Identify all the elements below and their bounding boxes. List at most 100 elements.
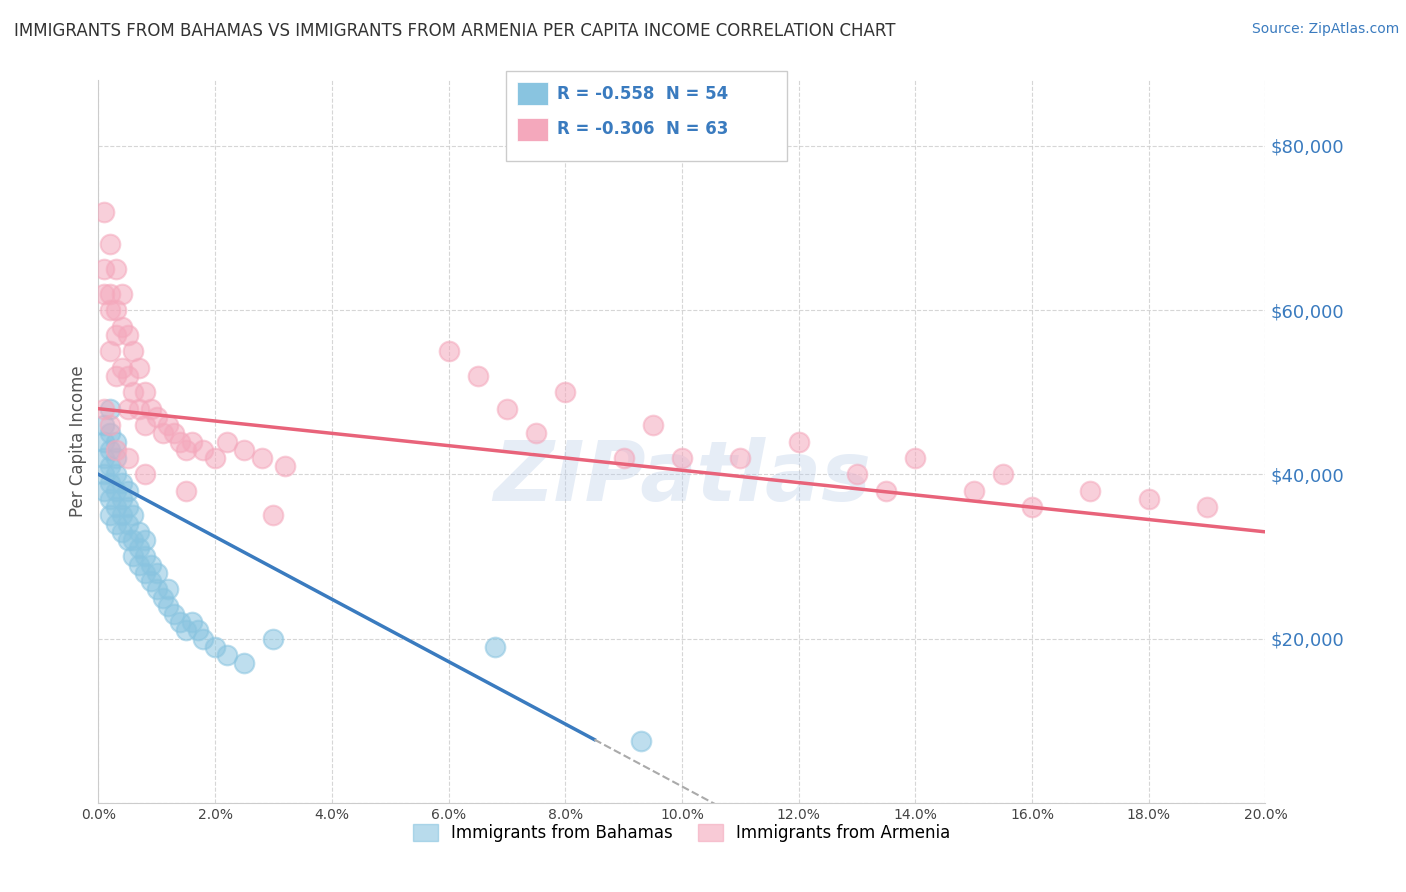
Point (1021, 500, 1043, 515)
Point (233, 442, 256, 457)
Point (174, 483, 197, 498)
Point (157, 418, 180, 433)
Point (98, 286, 121, 301)
Point (233, 657, 256, 671)
Point (146, 409, 169, 424)
Point (111, 491, 134, 506)
Point (991, 467, 1014, 482)
Legend: Immigrants from Bahamas, Immigrants from Armenia: Immigrants from Bahamas, Immigrants from… (406, 817, 957, 848)
Point (157, 582, 180, 597)
Point (641, 418, 664, 433)
Point (122, 385, 145, 400)
Point (104, 483, 127, 498)
Point (104, 442, 127, 457)
Point (524, 426, 547, 441)
Point (117, 516, 139, 531)
Point (111, 286, 134, 301)
Point (93, 467, 115, 482)
Point (467, 368, 489, 383)
Point (128, 558, 150, 572)
Point (174, 624, 197, 638)
Point (104, 434, 127, 449)
Text: IMMIGRANTS FROM BAHAMAS VS IMMIGRANTS FROM ARMENIA PER CAPITA INCOME CORRELATION: IMMIGRANTS FROM BAHAMAS VS IMMIGRANTS FR… (14, 22, 896, 40)
Point (180, 434, 202, 449)
Point (111, 360, 134, 375)
Point (163, 607, 186, 621)
Point (496, 401, 519, 416)
Point (104, 500, 127, 515)
Point (1137, 491, 1160, 506)
Point (274, 459, 297, 474)
Point (730, 450, 752, 465)
Point (215, 434, 238, 449)
Point (128, 401, 150, 416)
Point (111, 475, 134, 490)
Point (157, 599, 180, 613)
Point (134, 549, 156, 564)
Point (630, 734, 652, 748)
Point (104, 327, 127, 342)
Point (1195, 500, 1218, 515)
Y-axis label: Per Capita Income: Per Capita Income (69, 366, 87, 517)
Point (193, 442, 215, 457)
Point (250, 450, 273, 465)
Point (187, 624, 209, 638)
Point (962, 483, 984, 498)
Point (98, 442, 121, 457)
Point (104, 467, 127, 482)
Point (1080, 483, 1102, 498)
Point (111, 319, 134, 334)
Point (204, 640, 226, 654)
Point (93, 434, 115, 449)
Text: R = -0.306  N = 63: R = -0.306 N = 63 (557, 120, 728, 138)
Point (93, 483, 115, 498)
Point (104, 262, 127, 277)
Point (262, 632, 284, 646)
Point (98, 303, 121, 318)
Text: R = -0.558  N = 54: R = -0.558 N = 54 (557, 85, 728, 103)
Point (128, 360, 150, 375)
Point (111, 508, 134, 523)
Point (104, 303, 127, 318)
Point (484, 640, 506, 654)
Point (93, 204, 115, 219)
Point (193, 632, 215, 646)
Point (875, 483, 897, 498)
Point (437, 344, 460, 359)
Point (554, 385, 576, 400)
Point (146, 566, 169, 580)
Point (98, 401, 121, 416)
Point (139, 558, 162, 572)
Point (169, 434, 191, 449)
Text: ZIPatlas: ZIPatlas (494, 437, 870, 518)
Point (146, 582, 169, 597)
Point (134, 566, 156, 580)
Point (180, 615, 202, 630)
Text: Source: ZipAtlas.com: Source: ZipAtlas.com (1251, 22, 1399, 37)
Point (174, 442, 197, 457)
Point (204, 450, 226, 465)
Point (98, 475, 121, 490)
Point (98, 237, 121, 252)
Point (904, 450, 927, 465)
Point (98, 426, 121, 441)
Point (128, 524, 150, 539)
Point (169, 615, 191, 630)
Point (98, 491, 121, 506)
Point (93, 450, 115, 465)
Point (134, 467, 156, 482)
Point (787, 434, 810, 449)
Point (139, 401, 162, 416)
Point (98, 418, 121, 433)
Point (117, 368, 139, 383)
Point (671, 450, 693, 465)
Point (139, 574, 162, 588)
Point (846, 467, 869, 482)
Point (117, 450, 139, 465)
Point (98, 508, 121, 523)
Point (128, 541, 150, 556)
Point (93, 418, 115, 433)
Point (122, 344, 145, 359)
Point (122, 549, 145, 564)
Point (93, 262, 115, 277)
